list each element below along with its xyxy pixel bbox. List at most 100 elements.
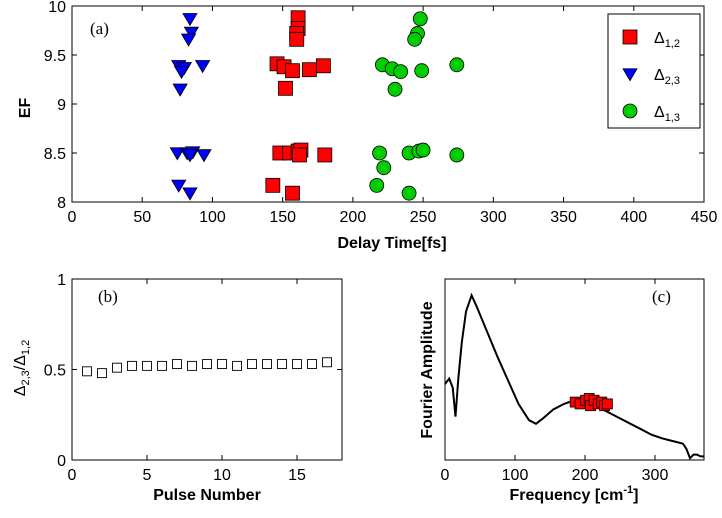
panel-b-point [307,359,317,370]
panel-a-point-series-2 [180,33,197,47]
panel-a-xlabel: Delay Time[fs] [337,235,446,252]
panel-c-xtick-label: 200 [572,467,599,484]
panel-c-xtick-label: 300 [642,467,669,484]
panel-a-point-series-3 [415,142,431,158]
panel-a-ytick-label: 9.5 [44,48,66,65]
panel-b-xtick-label: 5 [143,467,152,484]
panel-b-xlabel: Pulse Number [153,487,261,504]
panel-c-xlabel-main: Frequency [cm [510,487,624,504]
legend-label-series-2: Δ2,3 [654,67,680,87]
panel-b-point [127,360,137,371]
panel-a-xtick-label: 450 [691,209,718,226]
panel-c-frame [444,278,705,461]
panel-b: (b) 0 5 10 15 0 0.5 1 Pulse Number Δ2,3/Δ1,2 [12,272,343,504]
panel-a-point-series-1 [315,58,331,74]
panel-b-xtick-label: 15 [288,467,306,484]
panel-a-xtick-label: 150 [269,209,296,226]
panel-a-point-series-1 [285,63,300,79]
panel-a-ytick-label: 8.5 [44,146,66,163]
panel-c-ylabel: Fourier Amplitude [419,301,436,438]
panel-b-point [82,366,92,377]
panel-b-point [187,360,197,371]
panel-b-ylabel: Δ2,3/Δ1,2 [12,340,32,396]
panel-b-point [262,359,272,370]
panel-b-point [112,362,122,373]
panel-a-point-series-2 [196,149,212,163]
panel-a-ytick-label: 8 [57,195,66,212]
panel-a-point-series-1 [265,177,281,193]
panel-a-point-series-1 [292,147,307,163]
panel-b-point [292,359,302,370]
panel-b-ytick-label: 1 [57,272,66,289]
panel-c-xlabel: Frequency [cm-1] [510,484,639,504]
legend-marker-series-3 [622,103,638,119]
panel-a-ylabel: EF [17,98,34,119]
panel-b-ytick-label: 0.5 [44,363,66,380]
panel-b-ytick-label: 0 [57,453,66,470]
panel-c-point [602,398,613,410]
panel-b-point [322,357,332,368]
panel-a-point-series-3 [376,160,392,176]
panel-a-point-series-2 [172,83,188,97]
fourier-amplitude-line [444,292,704,461]
panel-a: (a) 0 50 100 150 200 250 300 350 400 450 8 8.5 9 9.5… [17,0,717,252]
panel-a-ytick-label: 10 [48,0,66,16]
panel-b-point [97,368,107,379]
legend-label-series-3: Δ1,3 [654,104,680,124]
panel-a-point-series-2 [169,147,186,161]
panel-b-point [202,359,212,370]
panel-b-point [142,360,152,371]
panel-a-point-series-3 [414,63,430,79]
panel-a-xtick-label: 300 [480,209,507,226]
panel-a-xtick-label: 50 [133,209,151,226]
panel-a-xtick-label: 100 [199,209,226,226]
panel-b-point [217,359,227,370]
panel-a-point-series-2 [194,60,211,74]
panel-b-point [232,360,242,371]
panel-c-xlabel-sup: -1 [623,484,633,496]
panel-a-point-series-3 [407,31,423,47]
panel-a-point-series-3 [401,185,417,201]
panel-b-xtick-label: 0 [68,467,77,484]
panel-c: (c) 0 100 200 300 Frequency [cm-1] Fourier … [419,278,705,504]
panel-a-point-series-3 [449,147,465,163]
panel-a-point-series-1 [278,80,293,96]
panel-b-ylabel-sub2: 1,2 [20,340,32,355]
panel-a-ytick-label: 9 [57,97,66,114]
panel-a-point-series-3 [387,81,403,97]
panel-a-point-series-2 [182,187,198,201]
legend-marker-series-1 [622,29,638,45]
legend-label-series-1: Δ1,2 [654,30,680,50]
panel-c-xtick-label: 0 [441,467,450,484]
panel-a-point-series-3 [449,57,465,73]
panel-a-point-series-3 [412,11,428,27]
panel-a-point-series-1 [285,185,300,201]
panel-b-point [247,359,257,370]
panel-b-point [172,359,182,370]
panel-a-xtick-label: 250 [410,209,437,226]
panel-a-point-series-2 [171,179,187,193]
panel-a-xtick-label: 350 [550,209,577,226]
panel-a-point-series-3 [369,177,385,193]
panel-c-xtick-label: 100 [502,467,529,484]
panel-b-ylabel-part2: /Δ [12,355,29,370]
panel-b-xtick-label: 10 [213,467,231,484]
panel-c-label: (c) [652,287,671,306]
panel-a-legend: Δ1,2 Δ2,3 Δ1,3 [607,13,701,129]
panel-a-point-series-3 [393,64,409,80]
panel-a-xtick-label: 0 [68,209,77,226]
panel-a-point-series-1 [289,31,305,47]
panel-a-point-series-2 [173,66,190,80]
panel-b-label: (b) [98,287,118,306]
panel-a-xtick-label: 400 [620,209,647,226]
panel-b-ylabel-part1: Δ [12,385,29,396]
panel-b-point [277,359,287,370]
panel-b-ylabel-sub1: 2,3 [20,370,32,385]
panel-a-point-series-2 [182,149,198,163]
panel-a-label: (a) [90,19,109,38]
panel-a-xtick-label: 200 [340,209,367,226]
panel-a-point-series-2 [183,26,200,40]
panel-a-point-series-1 [301,62,317,78]
legend-marker-series-2 [622,68,638,82]
